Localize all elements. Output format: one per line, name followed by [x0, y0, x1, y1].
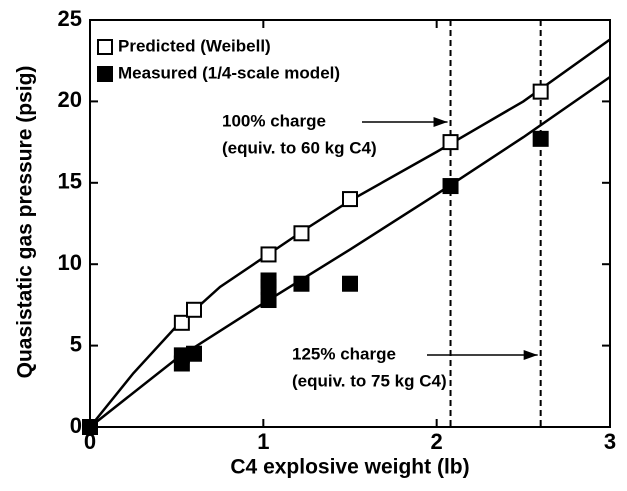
legend-marker — [97, 39, 113, 55]
marker — [260, 292, 277, 309]
plot-frame — [89, 19, 611, 428]
marker — [260, 272, 277, 289]
legend-marker — [97, 66, 113, 82]
annotation: 100% charge — [222, 111, 326, 130]
x-axis-label: C4 explosive weight (lb) — [230, 456, 469, 479]
y-axis-label: Quasistatic gas pressure (psig) — [14, 66, 37, 379]
marker — [173, 314, 190, 331]
y-tick-label: 10 — [58, 250, 82, 275]
marker — [532, 130, 549, 147]
annotation: 125% charge — [292, 344, 396, 363]
y-tick-label: 15 — [58, 169, 82, 194]
y-tick-label: 25 — [58, 6, 82, 31]
arrow-head — [433, 117, 448, 127]
x-tick-label: 1 — [257, 429, 269, 454]
x-tick-label: 0 — [84, 429, 96, 454]
fit-curve — [89, 38, 611, 428]
y-tick-label: 0 — [70, 413, 82, 438]
arrow-head — [523, 350, 538, 360]
marker — [260, 246, 277, 263]
marker — [293, 275, 310, 292]
annotation: (equiv. to 60 kg C4) — [222, 138, 377, 157]
marker — [186, 345, 202, 362]
y-tick-label: 5 — [70, 331, 82, 356]
marker — [442, 178, 459, 195]
marker — [293, 225, 310, 242]
marker — [82, 419, 98, 435]
marker — [186, 301, 202, 318]
legend-label: Predicted (Weibell) — [118, 36, 271, 55]
marker — [532, 83, 549, 100]
x-tick-label: 3 — [604, 429, 616, 454]
annotation: (equiv. to 75 kg C4) — [292, 371, 447, 390]
marker — [342, 191, 358, 208]
y-tick-label: 20 — [58, 87, 82, 112]
x-tick-label: 2 — [431, 429, 443, 454]
legend-label: Measured (1/4-scale model) — [118, 63, 340, 82]
marker — [342, 275, 358, 292]
marker — [442, 134, 459, 151]
